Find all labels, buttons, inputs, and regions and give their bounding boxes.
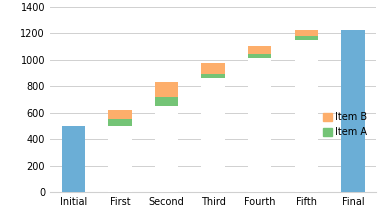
Bar (248, 46, 271, 54)
Bar (295, 30, 318, 36)
Bar (295, 40, 318, 192)
Bar (108, 110, 131, 119)
Bar (108, 126, 131, 192)
Bar (61, 126, 85, 192)
Bar (155, 97, 178, 106)
Bar (248, 54, 271, 58)
Bar (295, 36, 318, 40)
Bar (155, 82, 178, 97)
Bar (248, 58, 271, 192)
Bar (155, 106, 178, 192)
Bar (202, 74, 225, 78)
Bar (341, 30, 365, 192)
Bar (108, 119, 131, 126)
Bar (202, 63, 225, 74)
Legend: Item B, Item A: Item B, Item A (319, 108, 371, 141)
Bar (202, 78, 225, 192)
